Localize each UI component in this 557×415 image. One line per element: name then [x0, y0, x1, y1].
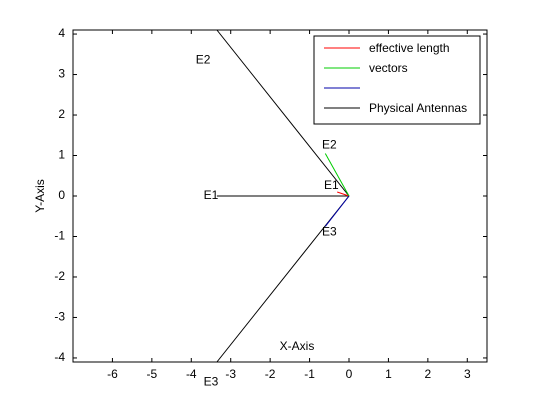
y-tick-label-3: -1 — [54, 229, 65, 243]
y-tick-label-2: -2 — [54, 269, 65, 283]
annotation-label-3: E1 — [324, 178, 339, 192]
annotation-label-2: E3 — [204, 374, 219, 388]
x-tick-label-2: -4 — [186, 367, 197, 381]
x-tick-label-7: 1 — [385, 367, 392, 381]
x-tick-label-4: -2 — [265, 367, 276, 381]
y-tick-label-8: 4 — [58, 26, 65, 40]
x-tick-label-1: -5 — [147, 367, 158, 381]
x-tick-label-6: 0 — [346, 367, 353, 381]
legend-label-1: vectors — [369, 61, 408, 75]
y-tick-label-1: -3 — [54, 310, 65, 324]
annotation-label-5: E3 — [322, 225, 337, 239]
annotation-label-4: E2 — [322, 138, 337, 152]
legend-label-0: effective length — [369, 41, 450, 55]
y-tick-label-6: 2 — [58, 107, 65, 121]
y-tick-label-5: 1 — [58, 148, 65, 162]
x-tick-label-3: -3 — [225, 367, 236, 381]
annotation-label-0: E1 — [204, 188, 219, 202]
legend: effective length vectors Physical Antennas — [314, 36, 480, 124]
x-axis-label: X-Axis — [280, 339, 315, 353]
x-tick-label-8: 2 — [425, 367, 432, 381]
y-tick-label-7: 3 — [58, 67, 65, 81]
legend-label-3: Physical Antennas — [369, 101, 467, 115]
y-tick-label-0: -4 — [54, 350, 65, 364]
x-tick-label-0: -6 — [107, 367, 118, 381]
x-tick-label-9: 3 — [464, 367, 471, 381]
y-axis-label: Y-Axis — [33, 179, 47, 213]
x-tick-label-5: -1 — [304, 367, 315, 381]
y-tick-label-4: 0 — [58, 188, 65, 202]
annotation-label-1: E2 — [196, 53, 211, 67]
